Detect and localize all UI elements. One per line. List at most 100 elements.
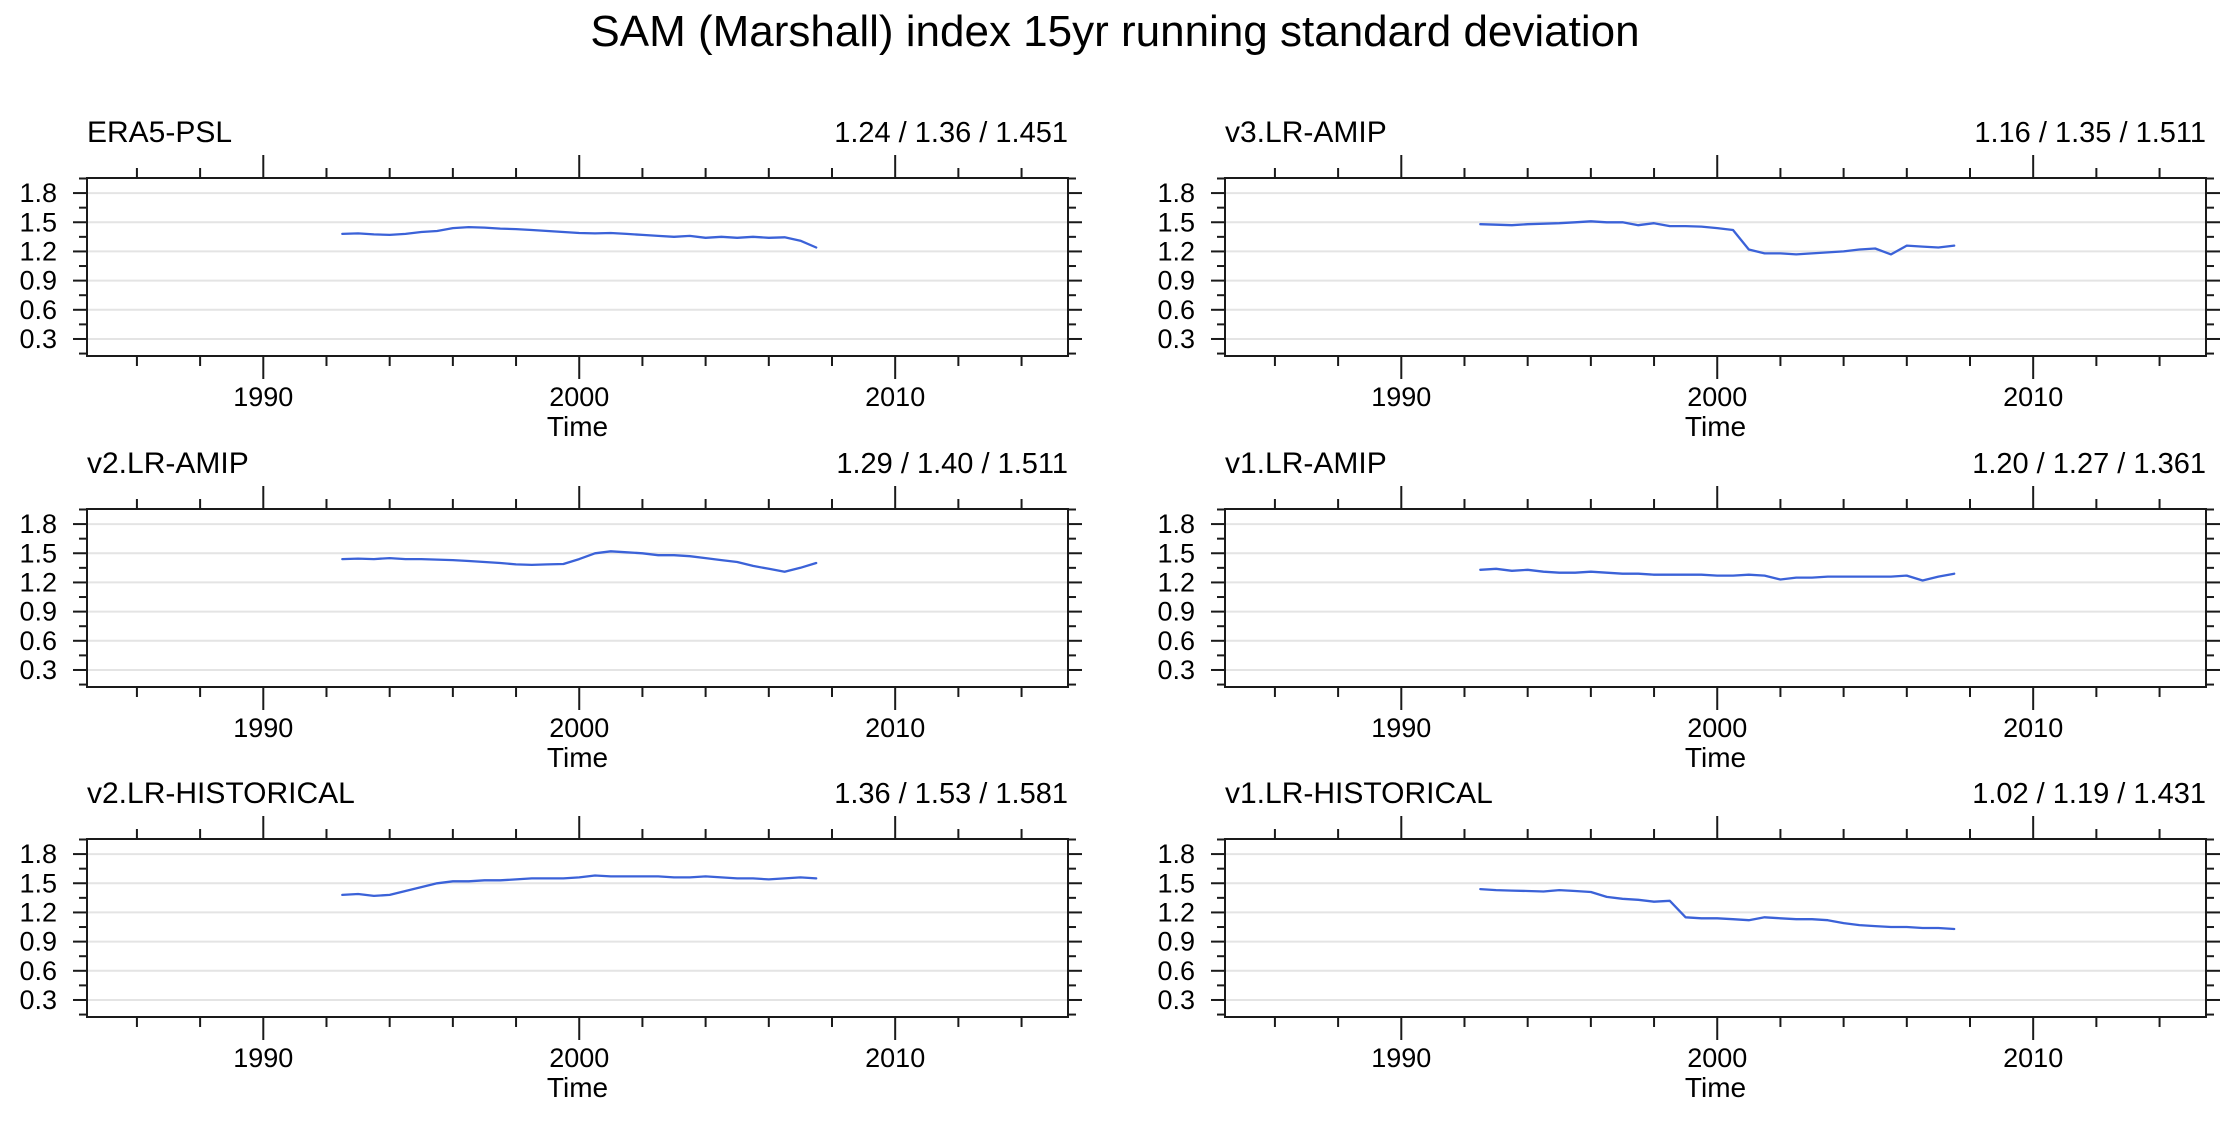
y-tick-label: 1.5	[1157, 207, 1195, 237]
y-tick-label: 0.3	[19, 324, 57, 354]
y-tick-label: 1.8	[1157, 839, 1195, 869]
y-tick-label: 1.5	[1157, 538, 1195, 568]
subplot-v1-lr-historical: v1.LR-HISTORICAL 1.02 / 1.19 / 1.431 0.3…	[1115, 768, 2230, 1113]
x-tick-label: 2010	[2003, 1043, 2063, 1073]
y-tick-label: 0.9	[1157, 927, 1195, 957]
x-axis-label: Time	[1685, 742, 1746, 773]
panel-header: v3.LR-AMIP 1.16 / 1.35 / 1.511	[1115, 107, 2230, 152]
series-line	[1479, 220, 1956, 256]
x-tick-label: 1990	[1371, 713, 1431, 743]
x-tick-label: 1990	[233, 1043, 293, 1073]
plot-box	[86, 838, 1069, 1018]
panel-header: v1.LR-HISTORICAL 1.02 / 1.19 / 1.431	[1115, 768, 2230, 813]
plot-canvas: 0.30.60.91.21.51.8 1990 2000 2010 Time	[19, 816, 1082, 1103]
panel-stats-min-mean-max: 1.24 / 1.36 / 1.451	[834, 117, 1068, 149]
subplot-era5-psl: ERA5-PSL 1.24 / 1.36 / 1.451 0.3 0.6 0.9 1.…	[0, 107, 1115, 452]
panel-stats-min-mean-max: 1.29 / 1.40 / 1.511	[836, 448, 1068, 480]
y-tick-label: 1.5	[19, 538, 57, 568]
panel-title: v3.LR-AMIP	[1225, 116, 1387, 149]
y-tick-label: 1.2	[19, 236, 57, 266]
x-tick-label: 1990	[1371, 1043, 1431, 1073]
panel-title: ERA5-PSL	[87, 116, 233, 149]
x-axis-label: Time	[1685, 411, 1746, 442]
y-tick-label: 0.6	[19, 956, 57, 986]
plot-canvas: 0.30.60.91.21.51.8 1990 2000 2010 Time	[1157, 155, 2220, 442]
y-tick-label: 1.8	[1157, 178, 1195, 208]
y-tick-label: 1.8	[19, 839, 57, 869]
panel-header: ERA5-PSL 1.24 / 1.36 / 1.451	[0, 107, 1115, 152]
panel-stats-min-mean-max: 1.16 / 1.35 / 1.511	[1974, 117, 2206, 149]
plot-canvas: 0.30.60.91.21.51.8 1990 2000 2010 Time	[1157, 486, 2220, 773]
x-tick-label: 2010	[865, 1043, 925, 1073]
y-tick-label: 0.9	[19, 927, 57, 957]
panel-title: v2.LR-HISTORICAL	[87, 777, 355, 810]
x-tick-label: 2000	[1687, 713, 1747, 743]
plot-box	[1224, 177, 2207, 357]
x-tick-label: 1990	[233, 713, 293, 743]
x-tick-label: 2010	[2003, 713, 2063, 743]
y-tick-label: 0.6	[1157, 626, 1195, 656]
x-axis-label: Time	[547, 742, 608, 773]
plot-canvas: 0.30.60.91.21.51.8 1990 2000 2010 Time	[19, 155, 1082, 442]
y-tick-label: 0.6	[19, 626, 57, 656]
x-tick-label: 2010	[865, 382, 925, 412]
panel-title: v2.LR-AMIP	[87, 447, 249, 480]
subplot-v3-lr-amip: v3.LR-AMIP 1.16 / 1.35 / 1.511 0.3 0.6 0.9…	[1115, 107, 2230, 452]
y-tick-label: 1.8	[1157, 509, 1195, 539]
panel-header: v2.LR-AMIP 1.29 / 1.40 / 1.511	[0, 438, 1115, 483]
y-tick-label: 1.2	[1157, 567, 1195, 597]
x-tick-label: 2000	[549, 713, 609, 743]
y-tick-label: 1.2	[19, 567, 57, 597]
y-tick-label: 0.9	[19, 597, 57, 627]
y-tick-label: 0.6	[1157, 956, 1195, 986]
panel-header: v2.LR-HISTORICAL 1.36 / 1.53 / 1.581	[0, 768, 1115, 813]
x-tick-label: 1990	[233, 382, 293, 412]
panel-title: v1.LR-AMIP	[1225, 447, 1387, 480]
y-tick-label: 1.2	[19, 897, 57, 927]
panel-header: v1.LR-AMIP 1.20 / 1.27 / 1.361	[1115, 438, 2230, 483]
y-tick-label: 0.9	[19, 266, 57, 296]
series-line	[341, 225, 818, 249]
subplot-v2-lr-amip: v2.LR-AMIP 1.29 / 1.40 / 1.511 0.3 0.6 0.9…	[0, 438, 1115, 783]
y-tick-label: 0.6	[1157, 295, 1195, 325]
panel-title: v1.LR-HISTORICAL	[1225, 777, 1493, 810]
panel-stats-min-mean-max: 1.02 / 1.19 / 1.431	[1972, 778, 2206, 810]
x-tick-label: 2000	[549, 382, 609, 412]
y-tick-label: 1.8	[19, 509, 57, 539]
y-tick-label: 0.9	[1157, 266, 1195, 296]
x-tick-label: 2000	[1687, 1043, 1747, 1073]
subplot-v2-lr-historical: v2.LR-HISTORICAL 1.36 / 1.53 / 1.581 0.3…	[0, 768, 1115, 1113]
y-tick-label: 0.3	[19, 655, 57, 685]
x-tick-label: 2000	[549, 1043, 609, 1073]
y-tick-label: 0.3	[1157, 985, 1195, 1015]
x-tick-label: 2010	[2003, 382, 2063, 412]
y-tick-label: 1.5	[19, 207, 57, 237]
plot-canvas: 0.30.60.91.21.51.8 1990 2000 2010 Time	[19, 486, 1082, 773]
x-axis-label: Time	[547, 411, 608, 442]
series-line	[1479, 567, 1956, 582]
y-tick-label: 1.8	[19, 178, 57, 208]
series-line	[341, 874, 818, 898]
plot-canvas: 0.30.60.91.21.51.8 1990 2000 2010 Time	[1157, 816, 2220, 1103]
figure-title: SAM (Marshall) index 15yr running standa…	[590, 7, 1640, 56]
y-tick-label: 0.3	[1157, 324, 1195, 354]
y-tick-label: 1.2	[1157, 897, 1195, 927]
y-tick-label: 0.3	[19, 985, 57, 1015]
x-axis-label: Time	[547, 1072, 608, 1103]
y-tick-label: 1.5	[1157, 868, 1195, 898]
plot-box	[86, 177, 1069, 357]
x-tick-label: 2000	[1687, 382, 1747, 412]
x-axis-label: Time	[1685, 1072, 1746, 1103]
y-tick-label: 1.2	[1157, 236, 1195, 266]
plot-box	[1224, 508, 2207, 688]
y-tick-label: 1.5	[19, 868, 57, 898]
panel-stats-min-mean-max: 1.36 / 1.53 / 1.581	[834, 778, 1068, 810]
plot-box	[86, 508, 1069, 688]
x-tick-label: 2010	[865, 713, 925, 743]
series-line	[341, 550, 818, 573]
series-line	[1479, 887, 1956, 931]
subplot-v1-lr-amip: v1.LR-AMIP 1.20 / 1.27 / 1.361 0.3 0.6 0.9…	[1115, 438, 2230, 783]
y-tick-label: 0.9	[1157, 597, 1195, 627]
y-tick-label: 0.6	[19, 295, 57, 325]
x-tick-label: 1990	[1371, 382, 1431, 412]
